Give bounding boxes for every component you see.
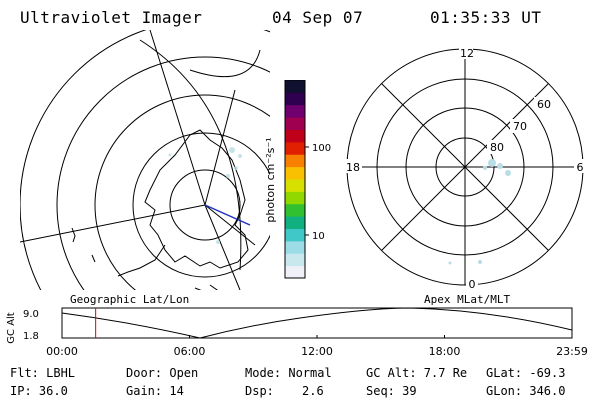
colorbar-band	[285, 191, 305, 205]
colorbar-band	[285, 228, 305, 242]
xtick-1800: 18:00	[429, 345, 461, 358]
altitude-strip-plot: GC Alt 9.0 1.8 00:00 06:00 12:00 18:00 2…	[6, 307, 588, 358]
colorbar-tick-10: 10	[312, 231, 325, 242]
island-coastline	[71, 227, 76, 243]
lon-line	[20, 204, 206, 243]
colorbar-band	[285, 154, 305, 168]
colorbar-gradient	[285, 80, 305, 279]
date-label: 04 Sep 07	[272, 8, 364, 27]
colorbar-band	[285, 166, 305, 180]
island-coastline	[91, 254, 96, 263]
lon-line	[149, 30, 206, 206]
ip-info: IP: 36.0	[10, 384, 68, 398]
altitude-x-ticks	[189, 335, 445, 338]
filter-info: Flt: LBHL	[10, 366, 76, 380]
dsp-label: Dsp:	[245, 384, 274, 398]
colorbar-band	[285, 179, 305, 192]
gain-info: Gain: 14	[126, 384, 184, 398]
geographic-panel-label: Geographic Lat/Lon	[70, 293, 190, 306]
time-label: 01:35:33 UT	[430, 8, 542, 27]
colorbar-unit-label: photon cm⁻²s⁻¹	[264, 137, 277, 222]
lat-circle	[94, 94, 270, 290]
colorbar-band	[285, 80, 305, 93]
lon-line	[204, 89, 236, 206]
lon-line	[189, 49, 261, 78]
dsp-value: 2.6	[302, 384, 324, 398]
mlt-label-12: 12	[460, 47, 474, 60]
door-info: Door: Open	[126, 366, 199, 380]
lat-circle	[132, 132, 270, 278]
geographic-map-panel	[20, 30, 270, 290]
colorbar: photon cm⁻²s⁻¹ 100 10	[264, 80, 331, 279]
sun-direction-line	[204, 204, 251, 226]
colorbar-band	[285, 129, 305, 143]
colorbar-band	[285, 253, 305, 267]
lon-line	[139, 39, 242, 271]
lat-label-80: 80	[490, 141, 504, 154]
colorbar-band	[285, 203, 305, 217]
lon-line	[204, 204, 241, 290]
peninsula-coastline	[117, 244, 166, 277]
altitude-ytick-min: 1.8	[23, 331, 39, 342]
lat-circle	[169, 169, 241, 241]
colorbar-band	[285, 240, 305, 254]
colorbar-band	[285, 117, 305, 130]
colorbar-band	[285, 265, 305, 279]
xtick-1200: 12:00	[301, 345, 333, 358]
lat-circle	[56, 56, 270, 290]
instrument-title: Ultraviolet Imager	[20, 8, 203, 27]
altitude-ylabel: GC Alt	[6, 312, 17, 344]
altitude-ytick-max: 9.0	[23, 309, 39, 320]
mlt-label-6: 6	[577, 161, 584, 174]
apex-panel-label: Apex MLat/MLT	[424, 293, 511, 306]
mlt-label-0: 0	[469, 278, 476, 291]
colorbar-band	[285, 216, 305, 229]
mlt-axis-diag	[381, 83, 549, 251]
seq-info: Seq: 39	[366, 384, 417, 398]
colorbar-tick-100: 100	[312, 143, 331, 154]
mlt-label-18: 18	[346, 161, 360, 174]
xtick-2359: 23:59	[556, 345, 588, 358]
colorbar-band	[285, 92, 305, 106]
glat-info: GLat: -69.3	[486, 366, 566, 380]
colorbar-band	[285, 104, 305, 118]
colorbar-band	[285, 141, 305, 155]
polar-mlt-plot: 12 18 6 0 60 70 80	[342, 46, 586, 291]
antarctica-coastline	[144, 129, 249, 269]
gc-alt-info: GC Alt: 7.7 Re	[366, 366, 468, 380]
lat-label-60: 60	[537, 98, 551, 111]
lat-label-70: 70	[513, 120, 527, 133]
lon-line	[204, 204, 256, 246]
altitude-curve	[61, 307, 573, 339]
xtick-0600: 06:00	[174, 345, 206, 358]
glon-info: GLon: 346.0	[486, 384, 566, 398]
xtick-0000: 00:00	[46, 345, 78, 358]
mode-info: Mode: Normal	[245, 366, 332, 380]
altitude-plot-frame	[61, 307, 573, 339]
island-coastline	[194, 284, 219, 290]
